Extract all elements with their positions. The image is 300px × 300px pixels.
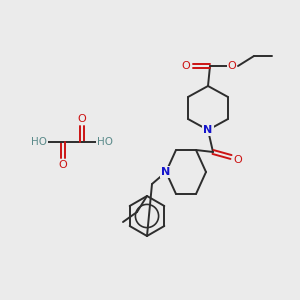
Text: HO: HO xyxy=(31,137,47,147)
Text: HO: HO xyxy=(97,137,113,147)
Text: O: O xyxy=(58,160,68,170)
Text: O: O xyxy=(78,114,86,124)
Text: O: O xyxy=(228,61,236,71)
Text: N: N xyxy=(203,125,213,135)
Text: N: N xyxy=(161,167,171,177)
Text: O: O xyxy=(182,61,190,71)
Text: O: O xyxy=(234,155,242,165)
